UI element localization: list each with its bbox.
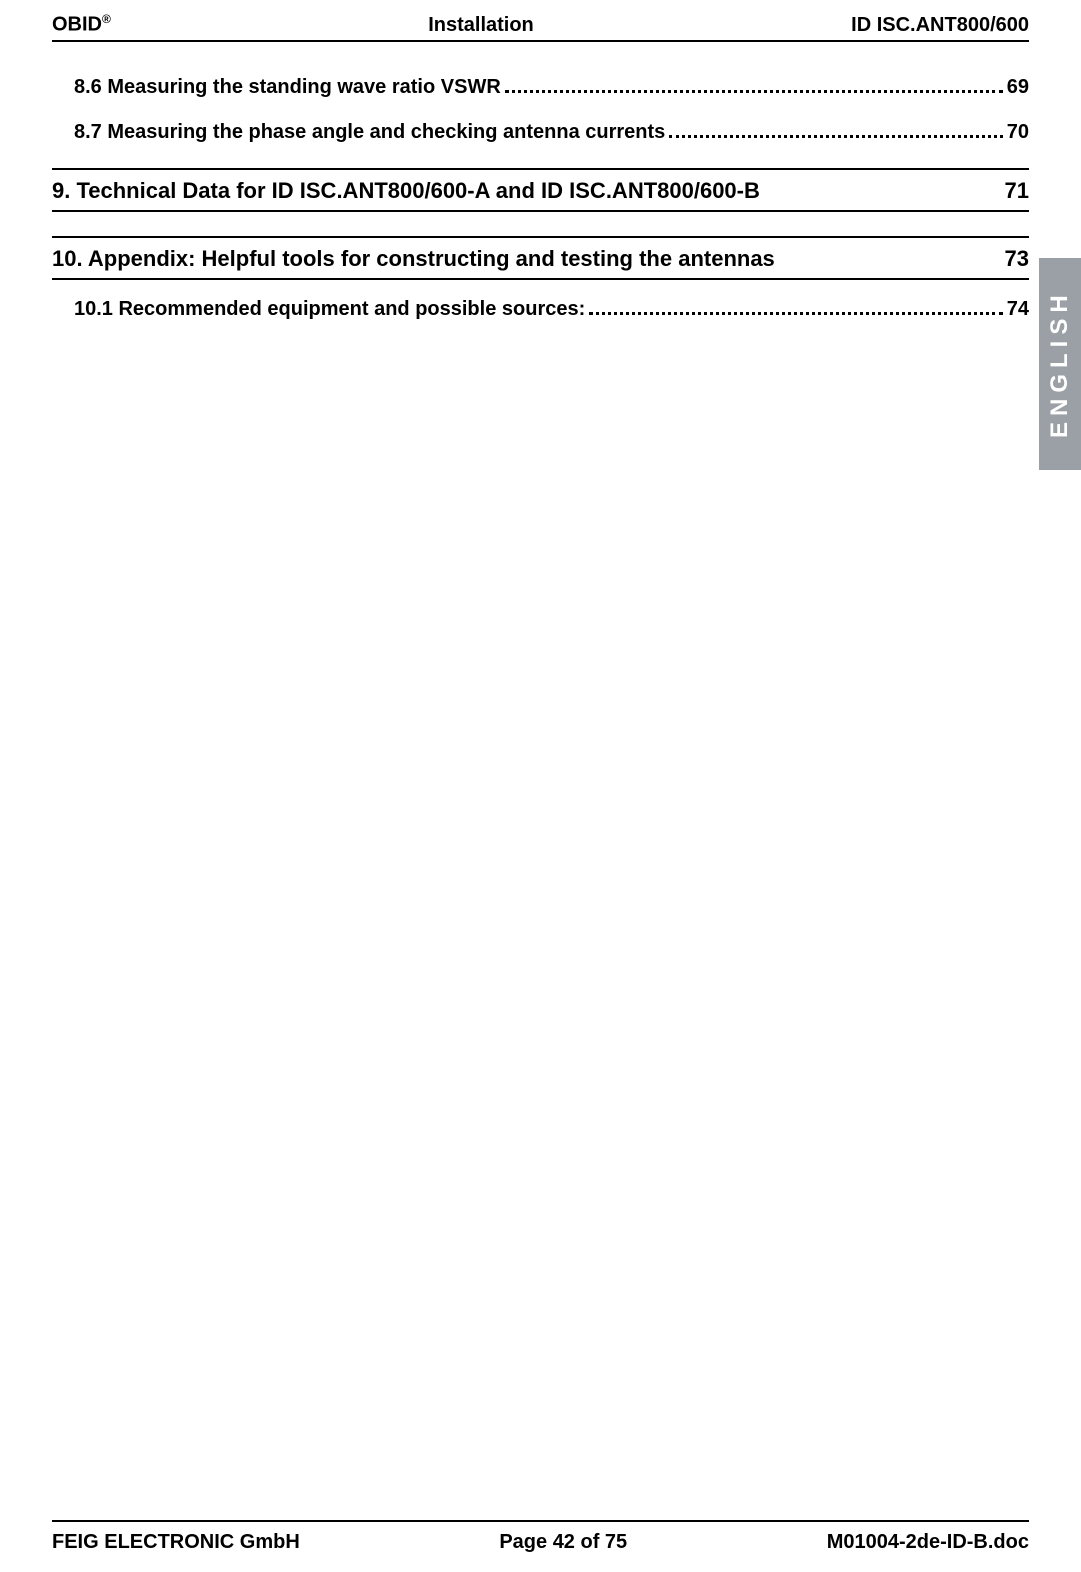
toc-leader-dots [669, 122, 1002, 138]
header-brand-reg: ® [102, 12, 111, 26]
toc-chapter-title: 10. Appendix: Helpful tools for construc… [52, 246, 795, 272]
footer-rule [52, 1520, 1029, 1522]
header-title: Installation [428, 14, 534, 37]
header-brand: OBID® [52, 12, 111, 37]
toc-page-number: 69 [1007, 76, 1029, 99]
toc-content: 8.6 Measuring the standing wave ratio VS… [52, 60, 1029, 343]
toc-entry-8-6: 8.6 Measuring the standing wave ratio VS… [52, 76, 1029, 99]
toc-label: 8.7 Measuring the phase angle and checki… [74, 121, 665, 144]
toc-page-number: 70 [1007, 121, 1029, 144]
page-header: OBID® Installation ID ISC.ANT800/600 [52, 12, 1029, 37]
page-footer: FEIG ELECTRONIC GmbH Page 42 of 75 M0100… [52, 1531, 1029, 1554]
footer-document-id: M01004-2de-ID-B.doc [827, 1531, 1029, 1554]
toc-chapter-title: 9. Technical Data for ID ISC.ANT800/600-… [52, 178, 780, 204]
page: OBID® Installation ID ISC.ANT800/600 8.6… [0, 0, 1081, 1572]
toc-chapter-page: 71 [1005, 178, 1029, 204]
toc-label: 10.1 Recommended equipment and possible … [74, 298, 585, 321]
toc-entry-8-7: 8.7 Measuring the phase angle and checki… [52, 121, 1029, 144]
toc-leader-dots [589, 299, 1003, 315]
footer-company: FEIG ELECTRONIC GmbH [52, 1531, 300, 1554]
header-rule [52, 40, 1029, 42]
toc-chapter-10: 10. Appendix: Helpful tools for construc… [52, 236, 1029, 280]
language-tab-text: ENGLISH [1046, 290, 1074, 439]
toc-label: 8.6 Measuring the standing wave ratio VS… [74, 76, 501, 99]
header-product-id: ID ISC.ANT800/600 [851, 14, 1029, 37]
toc-page-number: 74 [1007, 298, 1029, 321]
toc-chapter-9: 9. Technical Data for ID ISC.ANT800/600-… [52, 168, 1029, 212]
toc-chapter-page: 73 [1005, 246, 1029, 272]
footer-page-number: Page 42 of 75 [499, 1531, 627, 1554]
header-brand-text: OBID [52, 14, 102, 36]
toc-leader-dots [505, 77, 1003, 93]
toc-entry-10-1: 10.1 Recommended equipment and possible … [52, 298, 1029, 321]
language-tab: ENGLISH [1039, 258, 1081, 470]
